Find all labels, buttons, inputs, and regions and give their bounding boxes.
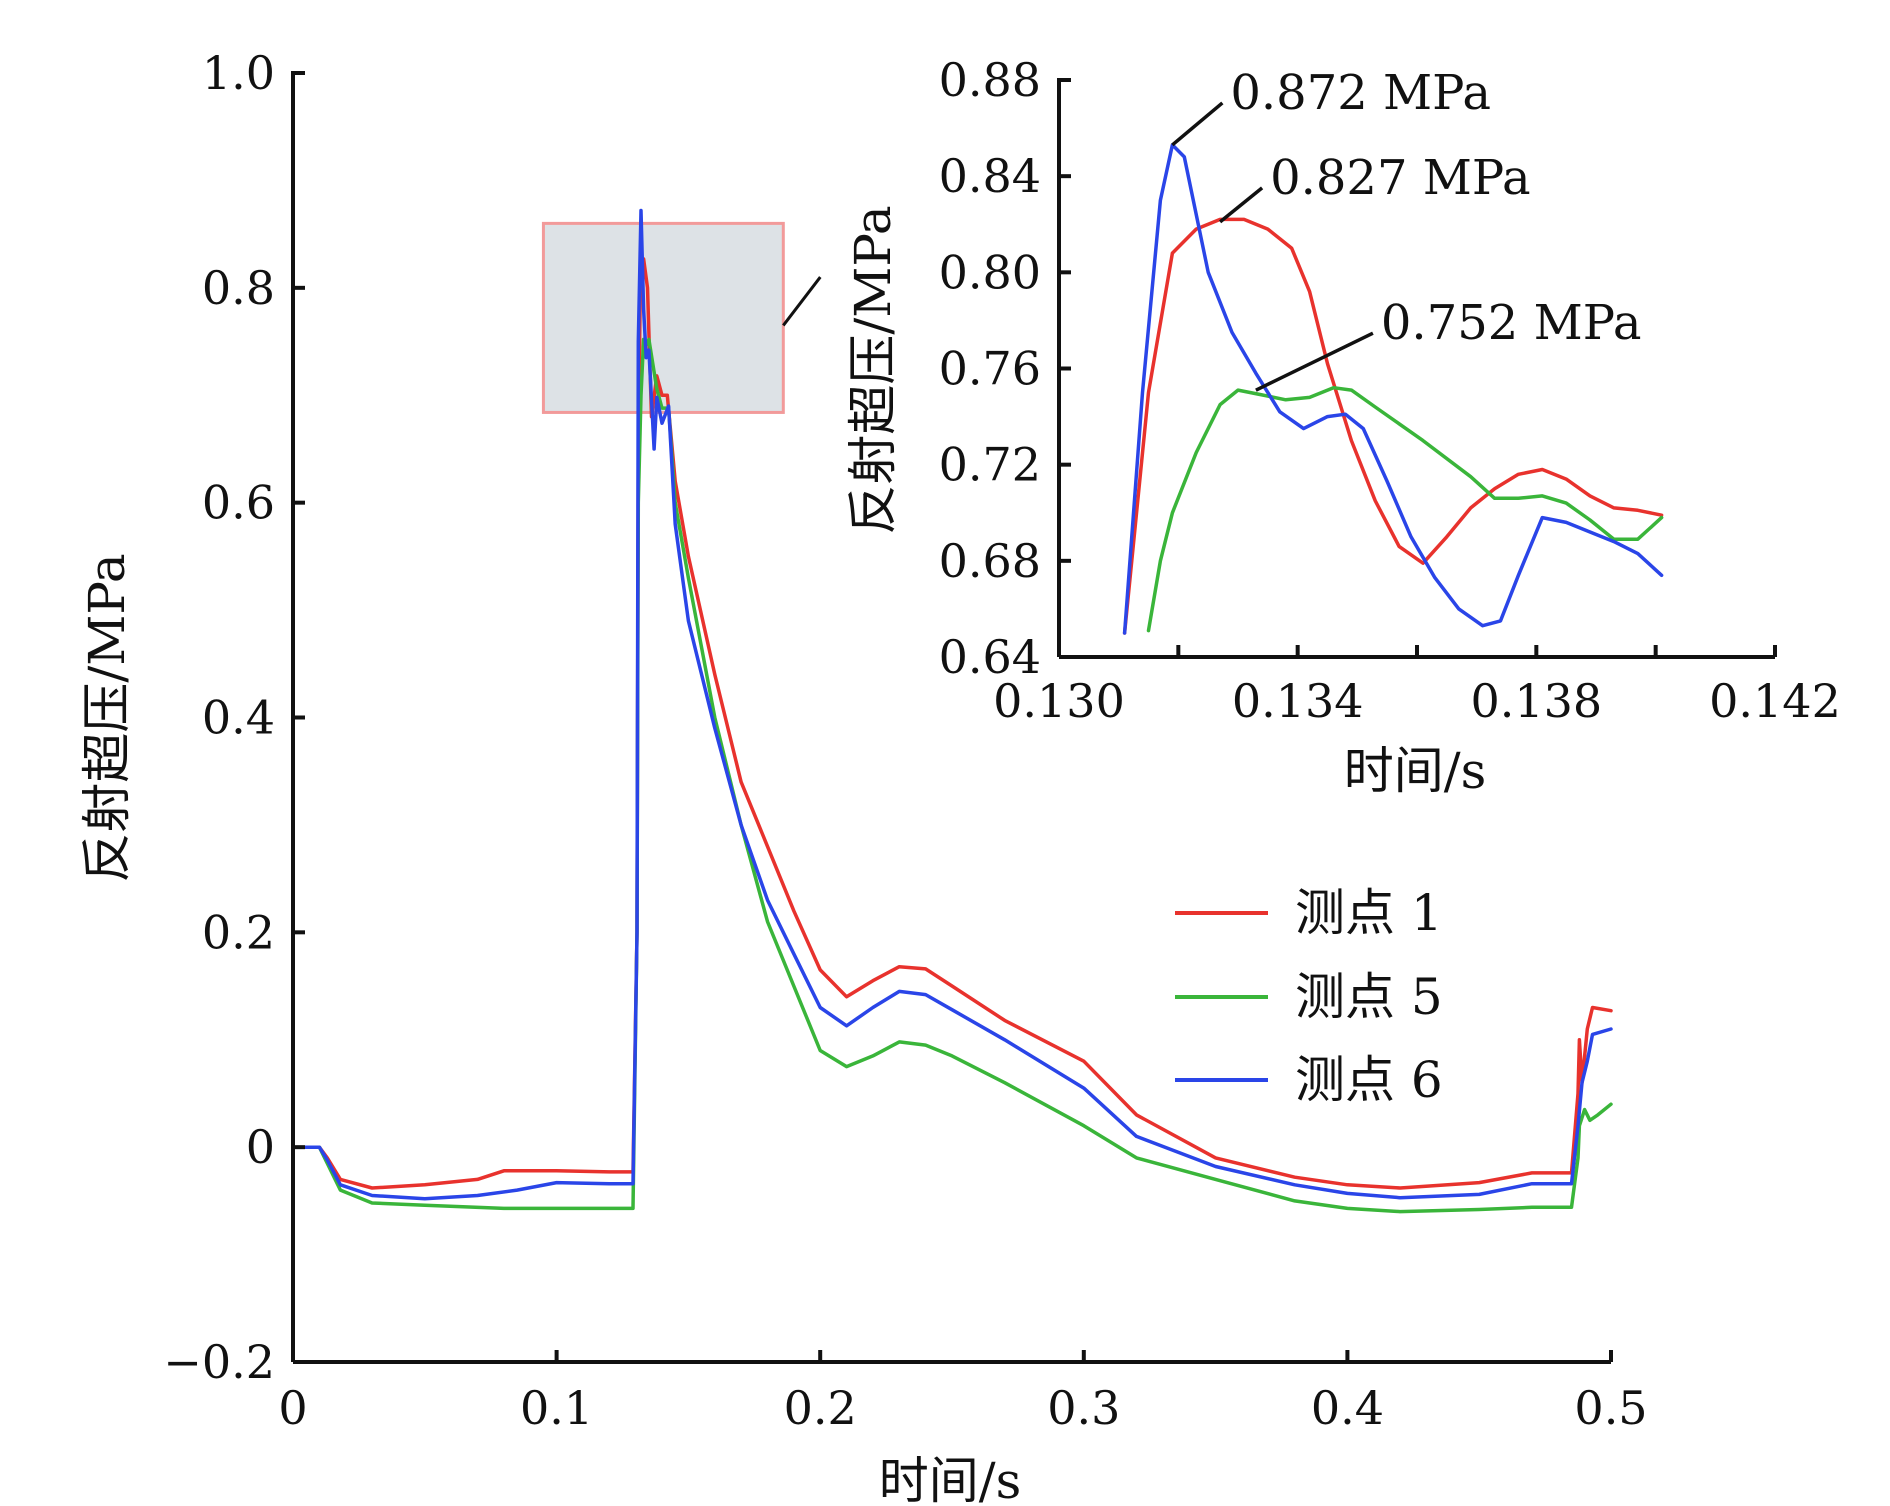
main-y-tick-label: 0.6 <box>202 476 275 530</box>
main-series-line-3 <box>291 208 1613 1201</box>
main-x-tick-label: 0.4 <box>1311 1381 1384 1435</box>
inset-y-tick-label: 0.76 <box>939 342 1041 396</box>
annotation-label: 0.752 MPa <box>1381 295 1642 351</box>
annotation-label: 0.827 MPa <box>1270 150 1531 206</box>
main-y-tick-label: 0.4 <box>202 691 275 745</box>
main-plot-series <box>291 208 1613 1214</box>
inset-x-tick-label: 0.130 <box>993 674 1125 728</box>
inset-series-line-2 <box>1146 385 1664 633</box>
inset-y-tick-label: 0.72 <box>939 438 1041 492</box>
main-y-tick-label: 1.0 <box>202 46 275 100</box>
legend-label-6: 测点 6 <box>1295 1051 1443 1109</box>
main-x-tick-label: 0.3 <box>1047 1381 1120 1435</box>
annotation-leader-line <box>1218 186 1264 224</box>
main-series-line-1 <box>291 257 1613 1190</box>
main-x-tick-label: 0.2 <box>784 1381 857 1435</box>
main-x-tick-label: 0 <box>278 1381 307 1435</box>
inset-x-tick-label: 0.138 <box>1470 674 1602 728</box>
legend-label-5: 测点 5 <box>1295 968 1443 1026</box>
zoom-connector-line <box>782 276 822 327</box>
inset-series-line-1 <box>1122 217 1664 635</box>
inset-y-tick-label: 0.68 <box>939 534 1041 588</box>
main-x-tick-label: 0.5 <box>1574 1381 1647 1435</box>
inset-series-line-3 <box>1122 143 1664 635</box>
inset-plot-series <box>1122 143 1664 635</box>
inset-y-tick-label: 0.88 <box>939 53 1041 107</box>
inset-annotations: 0.872 MPa 0.827 MPa 0.752 MPa <box>1171 65 1642 392</box>
inset-plot-axes: 0.64 0.68 0.72 0.76 0.80 0.84 0.88 0.130 0.134 0.… <box>939 53 1841 728</box>
inset-y-axis-title: 反射超压/MPa <box>844 205 902 534</box>
annotation-label: 0.872 MPa <box>1230 65 1491 121</box>
inset-x-axis-title: 时间/s <box>1344 742 1487 800</box>
main-x-axis-title: 时间/s <box>879 1452 1022 1506</box>
annotation-leader-line <box>1255 331 1374 392</box>
main-y-tick-label: 0 <box>246 1120 275 1174</box>
main-plot-axes: −0.200.20.40.60.81.00 0.1 0.2 0.3 0.4 0.5 <box>163 46 1647 1435</box>
inset-y-tick-label: 0.64 <box>939 630 1041 684</box>
main-y-axis-title: 反射超压/MPa <box>78 553 136 882</box>
inset-y-tick-label: 0.84 <box>939 149 1041 203</box>
inset-y-tick-label: 0.80 <box>939 245 1041 299</box>
inset-x-tick-label: 0.142 <box>1709 674 1841 728</box>
legend-label-1: 测点 1 <box>1295 884 1443 942</box>
main-y-tick-label: 0.2 <box>202 905 275 959</box>
main-series-line-2 <box>291 337 1613 1214</box>
legend: 测点 1 测点 5 测点 6 <box>1175 884 1443 1109</box>
main-x-tick-label: 0.1 <box>520 1381 593 1435</box>
zoom-highlight-box <box>541 221 785 414</box>
inset-x-tick-label: 0.134 <box>1232 674 1364 728</box>
annotation-leader-line <box>1171 101 1224 147</box>
main-y-tick-label: −0.2 <box>163 1335 275 1389</box>
main-y-tick-label: 0.8 <box>202 261 275 315</box>
